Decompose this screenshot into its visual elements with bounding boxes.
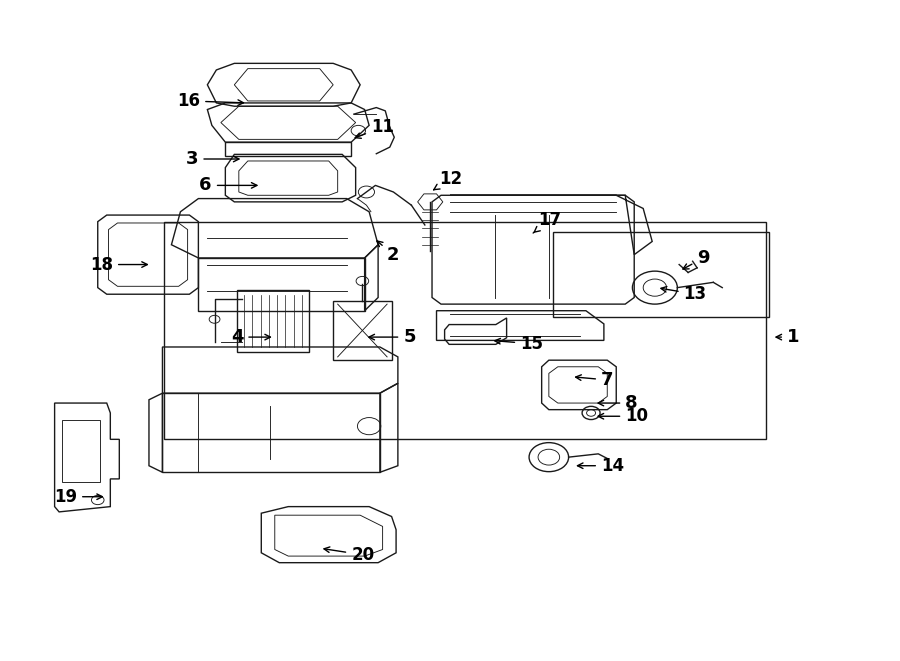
Text: 14: 14 (578, 457, 624, 475)
Bar (333, 301, 392, 360)
Text: 19: 19 (54, 488, 103, 506)
Text: 16: 16 (177, 92, 244, 110)
Text: 6: 6 (200, 176, 257, 194)
Text: 4: 4 (230, 328, 270, 346)
Text: 12: 12 (434, 170, 463, 190)
Bar (164, 221, 766, 440)
Text: 9: 9 (683, 249, 709, 269)
Text: 17: 17 (533, 211, 562, 233)
Text: 3: 3 (186, 150, 239, 168)
Text: 13: 13 (661, 285, 707, 303)
Text: 18: 18 (90, 256, 148, 274)
Bar (554, 231, 769, 317)
Text: 1: 1 (776, 328, 799, 346)
Bar (237, 290, 309, 352)
Text: 2: 2 (377, 241, 400, 264)
Text: 7: 7 (576, 371, 614, 389)
Text: 8: 8 (598, 394, 638, 412)
Text: 10: 10 (598, 407, 648, 425)
Bar (62, 420, 101, 483)
Text: 5: 5 (369, 328, 416, 346)
Text: 20: 20 (324, 546, 374, 564)
Text: 11: 11 (356, 118, 394, 138)
Text: 15: 15 (495, 334, 543, 353)
